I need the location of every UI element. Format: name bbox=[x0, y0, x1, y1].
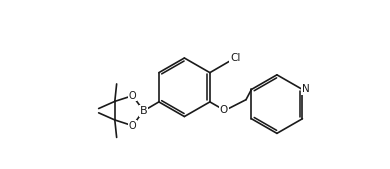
Text: O: O bbox=[220, 105, 228, 115]
Text: O: O bbox=[129, 91, 136, 101]
Text: N: N bbox=[301, 84, 309, 94]
Text: Cl: Cl bbox=[230, 53, 241, 63]
Text: B: B bbox=[140, 106, 147, 116]
Text: O: O bbox=[129, 121, 136, 131]
